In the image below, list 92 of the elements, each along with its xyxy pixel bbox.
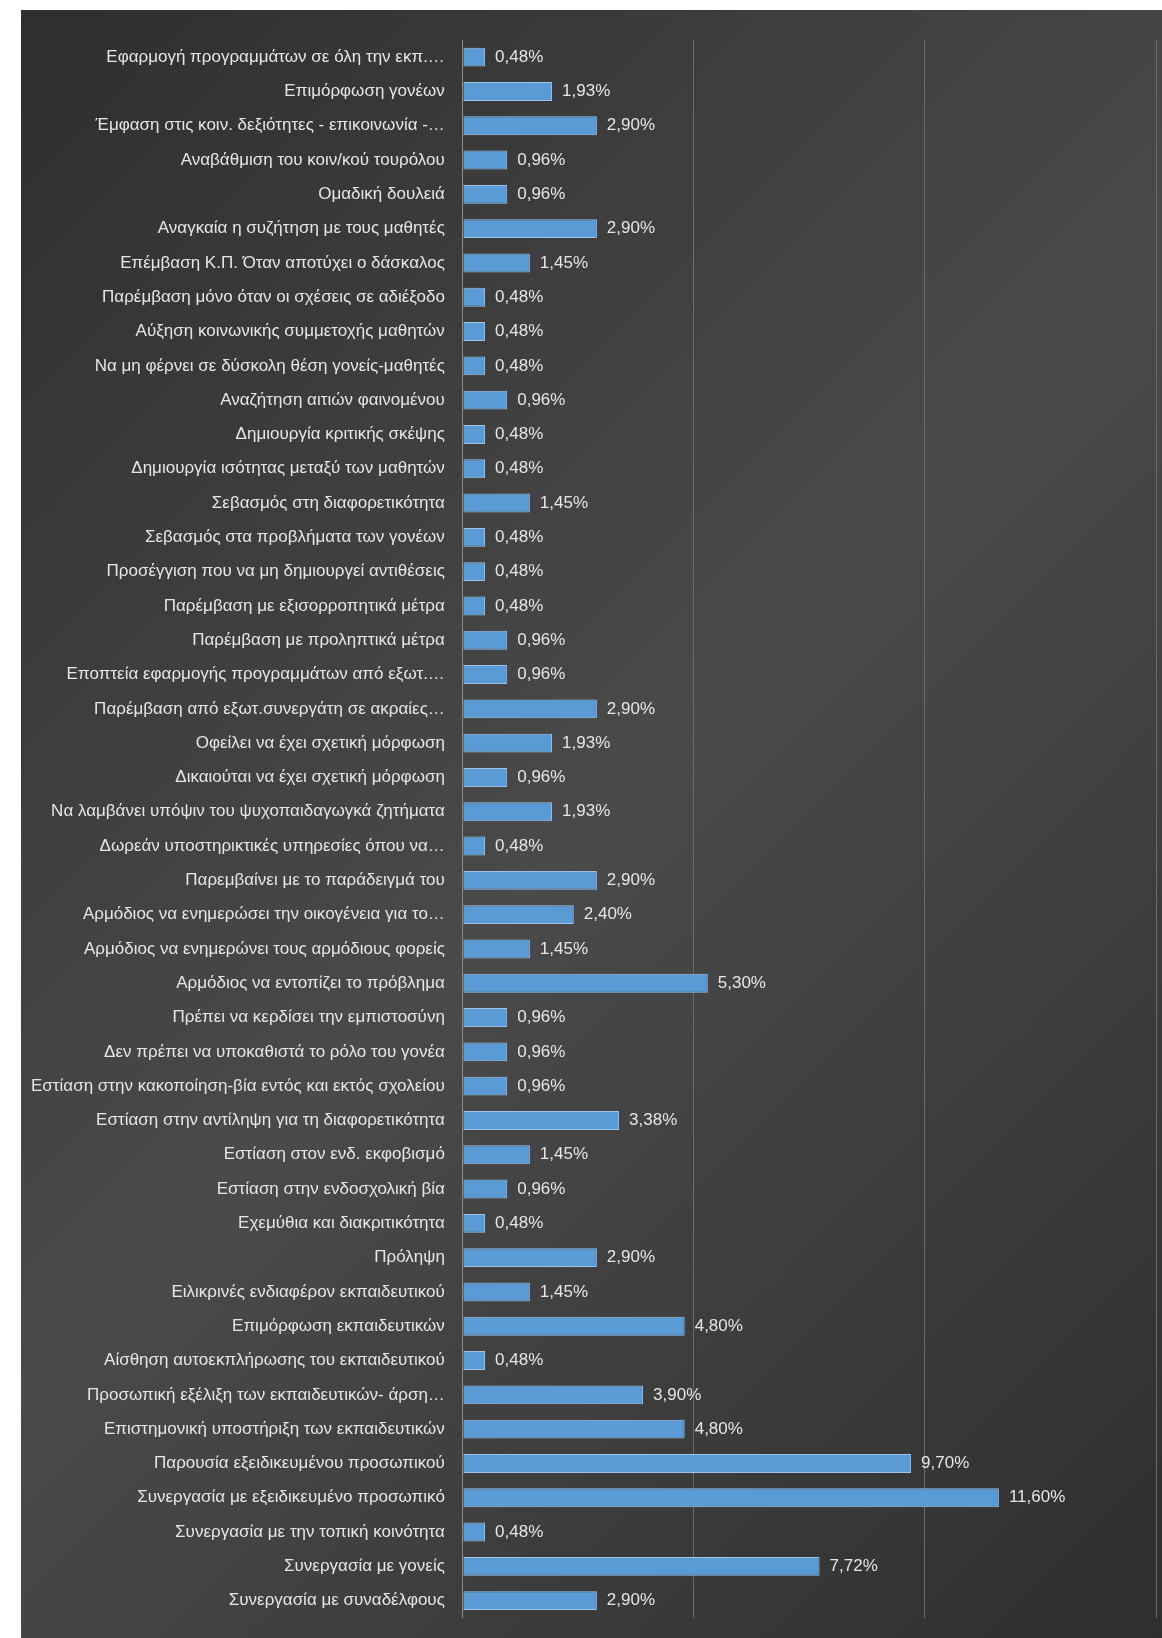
data-label: 2,40% [583,904,632,924]
data-label: 3,38% [629,1110,678,1130]
data-label: 0,96% [517,389,566,409]
data-label: 0,96% [517,767,566,787]
y-tick-label: Συνεργασία με γονείς [284,1556,445,1576]
data-label: 1,45% [539,1281,589,1301]
data-label: 0,48% [495,321,544,341]
data-label: 1,45% [539,938,589,958]
y-tick-label: Αύξηση κοινωνικής συμμετοχής μαθητών [135,321,445,341]
y-tick-label: Πρέπει να κερδίσει την εμπιστοσύνη [172,1007,445,1027]
y-tick-label: Πρόληψη [374,1247,445,1267]
y-tick-label: Προσέγγιση που να μη δημιουργεί αντιθέσεις [106,561,445,581]
y-tick-label: Αρμόδιος να ενημερώνει τους αρμόδιους φορείς [84,938,445,958]
y-tick-label: Εστίαση στην κακοποίηση-βία εντός και εκτός σχολείου [30,1075,445,1095]
data-label: 0,48% [495,561,544,581]
y-tick-label: Παρεμβαίνει με το παράδειγμά του [185,870,445,890]
data-label: 1,45% [539,252,589,272]
data-label: 0,48% [495,1521,544,1541]
y-tick-label: Παρέμβαση μόνο όταν οι σχέσεις σε αδιέξοδο [102,286,445,306]
y-tick-label: Αναζήτηση αιτιών φαινομένου [220,389,445,409]
data-label: 0,48% [495,527,544,547]
data-label: 0,96% [517,629,566,649]
data-label: 9,70% [921,1453,970,1473]
y-tick-label: Συνεργασία με συναδέλφους [228,1590,445,1610]
data-label: 0,48% [495,835,544,855]
data-label: 0,96% [517,1007,566,1027]
y-tick-label: Εστίαση στον ενδ. εκφοβισμό [223,1144,445,1164]
y-tick-label: Δημιουργία ισότητας μεταξύ των μαθητών [131,458,445,478]
y-tick-label: Επιστημονική υποστήριξη των εκπαιδευτικών [103,1418,445,1438]
y-tick-label: Παρουσία εξειδικευμένου προσωπικού [154,1453,445,1473]
data-label: 1,93% [562,81,611,101]
y-tick-label: Δημιουργία κριτικής σκέψης [235,424,445,444]
data-label: 0,96% [517,664,566,684]
data-label: 0,48% [495,424,544,444]
y-tick-label: Σεβασμός στη διαφορετικότητα [211,492,446,512]
data-label: 0,96% [517,1075,566,1095]
y-tick-label: Αναβάθμιση του κοιν/κού τουρόλου [180,149,445,169]
data-label: 3,90% [653,1384,702,1404]
y-tick-label: Εφαρμογή προγραμμάτων σε όλη την εκπ.… [106,46,445,66]
data-label: 1,45% [539,492,589,512]
data-label: 0,48% [495,1350,544,1370]
y-tick-label: Εχεμύθια και διακριτικότητα [238,1213,446,1233]
data-label: 1,45% [539,1144,589,1164]
y-tick-label: Δικαιούται να έχει σχετική μόρφωση [175,767,445,787]
y-tick-label: Συνεργασία με την τοπική κοινότητα [175,1521,446,1541]
data-label: 2,90% [606,115,656,135]
data-label: 2,90% [606,1590,656,1610]
y-tick-label: Οφείλει να έχει σχετική μόρφωση [195,732,445,752]
y-tick-label: Δεν πρέπει να υποκαθιστά το ρόλο του γονέα [104,1041,446,1061]
y-tick-label: Αίσθηση αυτοεκπλήρωσης του εκπαιδευτικού [104,1350,445,1370]
data-label: 2,90% [606,218,656,238]
y-tick-label: Παρέμβαση από εξωτ.συνεργάτη σε ακραίες… [94,698,445,718]
data-label: 5,30% [717,972,766,992]
data-label: 0,96% [517,149,566,169]
y-tick-label: Αρμόδιος να ενημερώσει την οικογένεια για το… [82,904,445,924]
y-tick-label: Επιμόρφωση γονέων [284,81,445,101]
y-tick-label: Ομαδική δουλειά [318,184,446,204]
data-label: 0,48% [495,595,544,615]
y-tick-label: Να μη φέρνει σε δύσκολη θέση γονείς-μαθητές [94,355,445,375]
data-label: 0,96% [517,1041,566,1061]
data-label: 1,93% [562,732,611,752]
data-label: 0,48% [495,46,544,66]
y-tick-label: Εστίαση στην ενδοσχολική βία [216,1178,446,1198]
y-tick-label: Συνεργασία με εξειδικευμένο προσωπικό [137,1487,445,1507]
y-tick-label: Εποπτεία εφαρμογής προγραμμάτων από εξωτ.… [66,664,445,684]
data-label: 0,96% [517,184,566,204]
y-tick-label: Αρμόδιος να εντοπίζει το πρόβλημα [176,972,446,992]
data-label: 4,80% [694,1315,743,1335]
y-tick-label: Εστίαση στην αντίληψη για τη διαφορετικότητα [96,1110,446,1130]
y-tick-label: Επιμόρφωση εκπαιδευτικών [232,1315,445,1335]
data-label: 2,90% [606,870,656,890]
y-tick-label: Επέμβαση Κ.Π. Όταν αποτύχει ο δάσκαλος [120,252,445,272]
y-tick-label: Παρέμβαση με προληπτικά μέτρα [192,629,446,649]
y-tick-label: Δωρεάν υποστηρικτικές υπηρεσίες όπου να… [99,835,445,855]
y-tick-label: Έμφαση στις κοιν. δεξιότητες - επικοινωνία -… [94,115,445,135]
data-label: 0,96% [517,1178,566,1198]
data-label: 11,60% [1008,1487,1066,1507]
data-label: 1,93% [562,801,611,821]
data-label: 0,48% [495,286,544,306]
y-tick-label: Προσωπική εξέλιξη των εκπαιδευτικών- άρση… [87,1384,445,1404]
data-label: 4,80% [694,1418,743,1438]
data-label: 2,90% [606,1247,656,1267]
data-label: 7,72% [829,1556,878,1576]
data-label: 0,48% [495,355,544,375]
y-tick-label: Παρέμβαση με εξισορροπητικά μέτρα [163,595,446,615]
y-tick-label: Να λαμβάνει υπόψιν του ψυχοπαιδαγωγκά ζητήματα [51,801,446,821]
data-label: 0,48% [495,1213,544,1233]
y-tick-label: Σεβασμός στα προβλήματα των γονέων [144,527,445,547]
y-tick-label: Αναγκαία η συζήτηση με τους μαθητές [157,218,445,238]
y-tick-label: Ειλικρινές ενδιαφέρον εκπαιδευτικού [171,1281,445,1301]
data-label: 2,90% [606,698,656,718]
data-label: 0,48% [495,458,544,478]
